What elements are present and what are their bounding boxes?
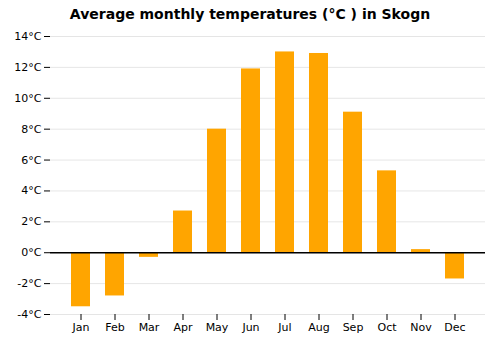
svg-text:-2°C: -2°C (17, 277, 41, 290)
svg-text:Nov: Nov (410, 321, 432, 334)
svg-text:6°C: 6°C (21, 154, 41, 167)
svg-text:Jun: Jun (241, 321, 259, 334)
svg-text:10°C: 10°C (14, 92, 41, 105)
svg-text:14°C: 14°C (14, 30, 41, 43)
svg-text:12°C: 12°C (14, 61, 41, 74)
svg-text:8°C: 8°C (21, 123, 41, 136)
svg-text:Dec: Dec (444, 321, 465, 334)
svg-text:0°C: 0°C (21, 246, 41, 259)
svg-text:2°C: 2°C (21, 215, 41, 228)
svg-text:4°C: 4°C (21, 184, 41, 197)
svg-text:Apr: Apr (173, 321, 193, 334)
svg-text:Jul: Jul (277, 321, 291, 334)
svg-text:-4°C: -4°C (17, 308, 41, 321)
svg-text:May: May (206, 321, 229, 334)
svg-text:Sep: Sep (343, 321, 364, 334)
svg-text:Feb: Feb (105, 321, 124, 334)
html-text:Average monthly temperatures (: Average monthly temperatures (°C ) in Sk… (69, 6, 431, 22)
svg-text:Aug: Aug (308, 321, 329, 334)
svg-text:Jan: Jan (72, 321, 90, 334)
svg-text:Oct: Oct (377, 321, 397, 334)
svg-text:Mar: Mar (139, 321, 160, 334)
